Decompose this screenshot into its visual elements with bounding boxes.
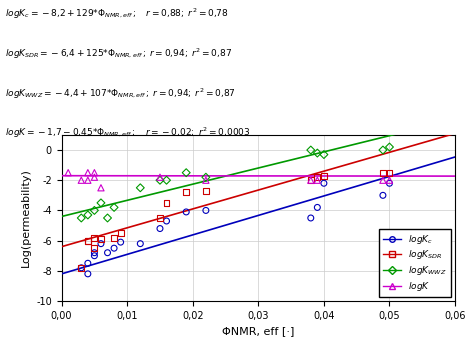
Point [156, 174, 164, 180]
Point [307, 177, 315, 183]
Point [64, 170, 72, 175]
Point [320, 181, 328, 186]
Point [320, 173, 328, 179]
Point [202, 188, 210, 193]
Point [97, 241, 105, 246]
Point [386, 144, 393, 150]
Point [386, 170, 393, 175]
Y-axis label: Log(permeability): Log(permeability) [20, 169, 31, 267]
Point [77, 215, 85, 221]
Text: $\mathit{log}K_{SDR} = -6{,}4 + 125{*}\Phi_{NMR,eff}$$\,;\; r = 0{,}94;\; r^2 = : $\mathit{log}K_{SDR} = -6{,}4 + 125{*}\P… [5, 47, 232, 61]
Point [379, 147, 387, 153]
Point [91, 235, 98, 240]
Text: $\mathit{log}K_c = -8{,}2 + 129{*}\Phi_{NMR,eff}$$\,;\quad r = 0{,}88;\; r^2 = 0: $\mathit{log}K_c = -8{,}2 + 129{*}\Phi_{… [5, 7, 228, 21]
Point [202, 208, 210, 213]
Point [91, 253, 98, 258]
Point [307, 147, 315, 153]
Point [97, 200, 105, 206]
Point [97, 236, 105, 242]
Point [77, 265, 85, 271]
Point [307, 215, 315, 221]
Point [91, 208, 98, 213]
Point [97, 185, 105, 191]
Point [84, 261, 91, 266]
Point [163, 218, 170, 224]
Point [110, 204, 118, 210]
Point [110, 235, 118, 240]
Text: $\mathit{log}K = -1{,}7 - 0{,}45{*}\Phi_{NMR,eff}$$\,;\quad r = -0{,}02;\; r^2 =: $\mathit{log}K = -1{,}7 - 0{,}45{*}\Phi_… [5, 126, 250, 140]
Point [84, 271, 91, 276]
Point [77, 177, 85, 183]
X-axis label: ΦNMR, eff [·]: ΦNMR, eff [·] [222, 326, 294, 336]
Point [156, 226, 164, 231]
Point [91, 170, 98, 175]
Point [182, 190, 190, 195]
Point [84, 177, 91, 183]
Point [386, 177, 393, 183]
Point [307, 177, 315, 183]
Point [84, 170, 91, 175]
Point [320, 152, 328, 157]
Point [104, 250, 111, 255]
Point [314, 204, 321, 210]
Point [163, 200, 170, 206]
Point [117, 230, 124, 236]
Point [91, 174, 98, 180]
Point [163, 177, 170, 183]
Point [110, 245, 118, 251]
Point [379, 170, 387, 175]
Point [91, 245, 98, 251]
Point [182, 170, 190, 175]
Point [182, 209, 190, 215]
Point [156, 215, 164, 221]
Point [137, 241, 144, 246]
Point [386, 181, 393, 186]
Legend: $\mathit{log}K_c$, $\mathit{log}K_{SDR}$, $\mathit{log}K_{WWZ}$, $\mathit{log}K$: $\mathit{log}K_c$, $\mathit{log}K_{SDR}$… [380, 229, 450, 297]
Point [314, 177, 321, 183]
Point [379, 177, 387, 183]
Point [137, 185, 144, 191]
Point [77, 265, 85, 271]
Point [117, 239, 124, 245]
Point [379, 193, 387, 198]
Point [91, 250, 98, 255]
Point [202, 177, 210, 183]
Point [84, 238, 91, 243]
Text: $\mathit{log}K_{WWZ} = -4{,}4 + 107{*}\Phi_{NMR,eff}$$\,;\; r = 0{,}94;\; r^2 = : $\mathit{log}K_{WWZ} = -4{,}4 + 107{*}\P… [5, 86, 236, 101]
Point [314, 174, 321, 180]
Point [84, 238, 91, 243]
Point [84, 212, 91, 218]
Point [202, 174, 210, 180]
Point [104, 215, 111, 221]
Point [156, 177, 164, 183]
Point [314, 150, 321, 156]
